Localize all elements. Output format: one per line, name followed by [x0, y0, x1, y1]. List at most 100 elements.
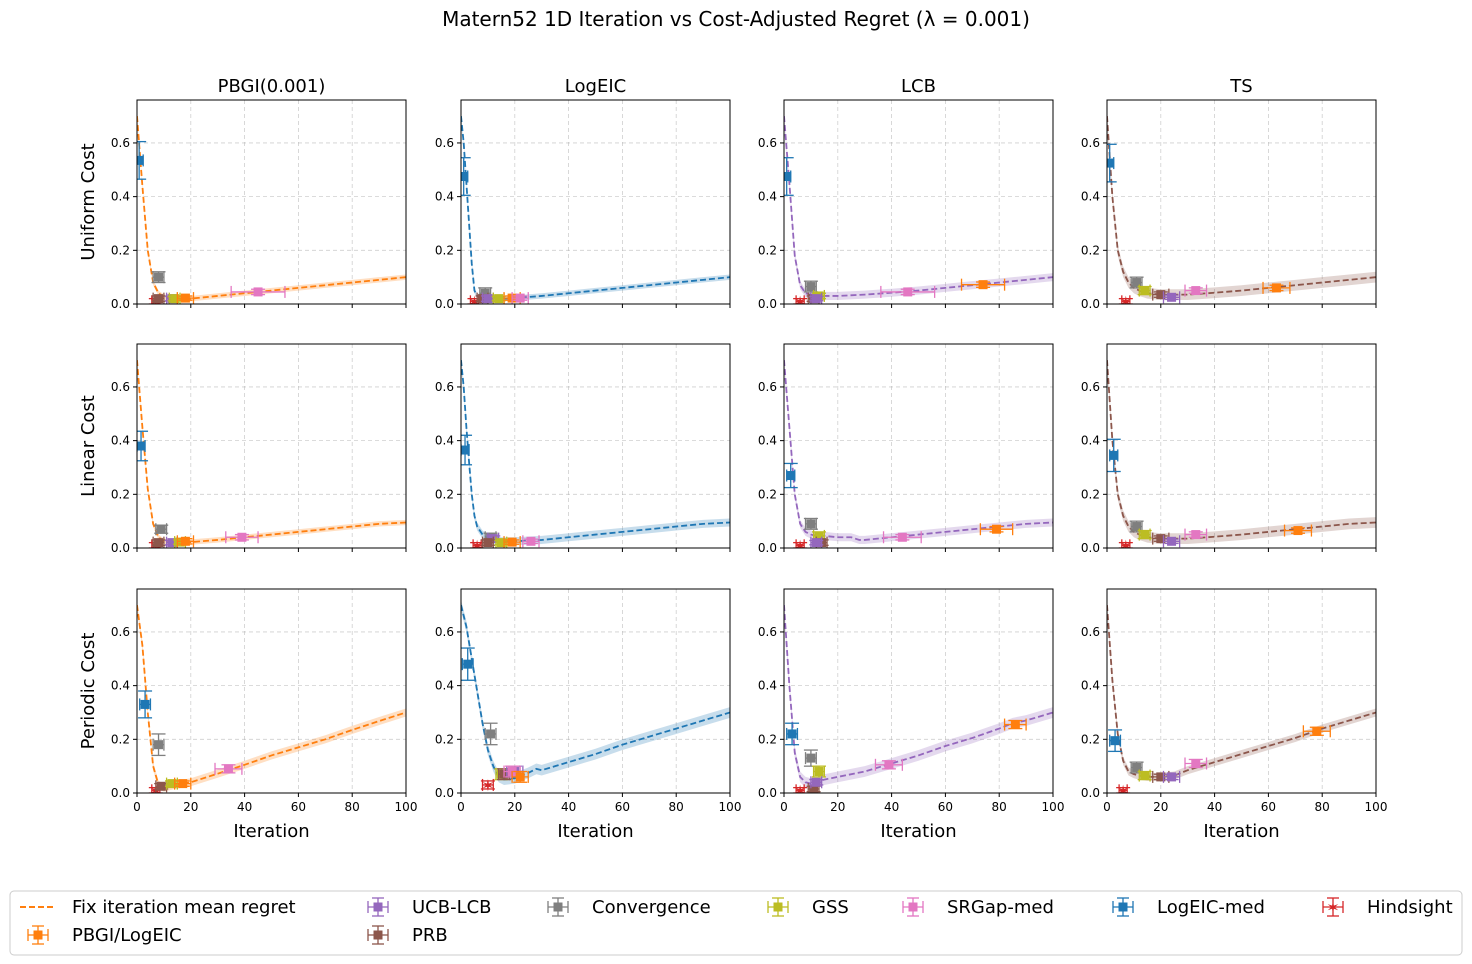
- svg-text:✶: ✶: [1119, 536, 1132, 555]
- stopper-point: [1283, 524, 1313, 537]
- x-tick-label: 80: [345, 800, 360, 814]
- legend-entry: Fix iteration mean regret: [20, 897, 296, 918]
- regret-band: [137, 113, 406, 302]
- plot-area: ✶: [784, 356, 1053, 555]
- legend-entry: Convergence: [547, 897, 711, 918]
- stopper-point: [809, 776, 824, 789]
- stopper-point: [483, 722, 498, 746]
- y-tick-label: 0.2: [758, 487, 777, 501]
- y-tick-label: 0.6: [758, 625, 777, 639]
- mean-regret-line: [137, 116, 406, 301]
- y-tick-label: 0.6: [1081, 136, 1100, 150]
- x-tick-label: 40: [237, 800, 252, 814]
- x-axis-label: Iteration: [233, 821, 309, 842]
- legend-entry: SRGap-med: [902, 897, 1054, 918]
- stopper-point: [809, 292, 824, 304]
- stopper-point: ✶: [793, 292, 808, 304]
- regret-band: [784, 356, 1053, 544]
- stopper-point: [137, 140, 147, 180]
- axes-frame: [136, 99, 407, 305]
- stopper-point: [1137, 769, 1152, 782]
- subplot-1-2: ✶ 0.0 0.2 0.4 0.6: [758, 343, 1054, 555]
- regret-band: [137, 601, 406, 792]
- y-tick-label: 0.0: [1081, 297, 1100, 311]
- y-tick-label: 0.6: [758, 136, 777, 150]
- x-tick-label: 100: [719, 800, 742, 814]
- stopper-point: [176, 292, 195, 304]
- stopper-point: [1162, 291, 1181, 304]
- plot-area: ✶: [461, 599, 730, 793]
- y-tick-label: 0.2: [1081, 487, 1100, 501]
- x-tick-label: 0: [133, 800, 141, 814]
- y-tick-label: 0.2: [758, 243, 777, 257]
- y-tick-label: 0.6: [435, 136, 454, 150]
- axes-frame: [1106, 343, 1377, 549]
- plot-area: ✶: [784, 599, 1053, 800]
- y-tick-label: 0.0: [758, 786, 777, 800]
- stopper-point: [1107, 143, 1117, 183]
- regret-band: [461, 356, 730, 546]
- stopper-point: [784, 157, 794, 196]
- x-tick-label: 100: [1042, 800, 1065, 814]
- stopper-point: [785, 722, 800, 746]
- subplot-0-1: ✶ 0.0 0.2 0.4 0.6: [435, 99, 731, 311]
- column-title: PBGI(0.001): [218, 76, 326, 97]
- axes-frame: [460, 343, 731, 549]
- x-tick-label: 60: [1261, 800, 1276, 814]
- y-tick-label: 0.6: [1081, 380, 1100, 394]
- x-tick-label: 80: [669, 800, 684, 814]
- stopper-point: [461, 157, 471, 196]
- stopper-point: [1129, 520, 1144, 533]
- axes-frame: [460, 588, 731, 794]
- y-tick-label: 0.4: [111, 190, 130, 204]
- x-tick-label: 20: [1153, 800, 1168, 814]
- legend-label: Convergence: [592, 897, 711, 918]
- y-tick-label: 0.6: [1081, 625, 1100, 639]
- subplot-2-3: ✶ 0 20 40 60 80 100 0.0 0.2 0.4 0.6 Iteration: [1081, 588, 1387, 842]
- stopper-point: [1162, 535, 1181, 548]
- y-tick-label: 0.4: [758, 679, 777, 693]
- x-tick-label: 100: [395, 800, 418, 814]
- mean-regret-line: [137, 360, 406, 544]
- regret-band: [784, 599, 1053, 789]
- stopper-point: ✶: [793, 536, 808, 555]
- svg-text:✶: ✶: [793, 781, 806, 800]
- y-tick-label: 0.4: [435, 679, 454, 693]
- y-tick-label: 0.4: [1081, 679, 1100, 693]
- regret-band: [461, 113, 730, 302]
- plot-area: ✶: [461, 356, 730, 548]
- y-tick-label: 0.0: [111, 541, 130, 555]
- svg-text:✶: ✶: [793, 536, 806, 555]
- x-tick-label: 0: [780, 800, 788, 814]
- regret-band: [784, 112, 1053, 300]
- plot-area: ✶: [137, 357, 406, 548]
- row-label: Linear Cost: [78, 395, 99, 497]
- legend-label: UCB-LCB: [412, 897, 492, 918]
- y-tick-label: 0.4: [758, 434, 777, 448]
- plot-area: ✶: [137, 113, 406, 304]
- y-tick-label: 0.0: [435, 541, 454, 555]
- stopper-point: [138, 690, 153, 719]
- stopper-point: ✶: [1116, 781, 1131, 793]
- stopper-point: [511, 770, 529, 783]
- legend-entry: PRB: [367, 925, 448, 946]
- y-tick-label: 0.0: [435, 786, 454, 800]
- subplot-grid: ✶0.00.20.40.6✶0.00.20.40.6✶0.00.20.40.6✶…: [111, 99, 1387, 842]
- stopper-point: [480, 536, 495, 548]
- y-tick-label: 0.6: [111, 136, 130, 150]
- plot-area: ✶: [1107, 354, 1376, 555]
- y-tick-label: 0.4: [1081, 434, 1100, 448]
- y-tick-label: 0.0: [111, 786, 130, 800]
- legend-label: SRGap-med: [947, 897, 1054, 918]
- subplot-1-0: ✶ 0.0 0.2 0.4 0.6: [111, 343, 407, 555]
- mean-regret-line: [784, 605, 1053, 785]
- stopper-point: [1108, 729, 1123, 753]
- y-tick-label: 0.4: [1081, 190, 1100, 204]
- regret-band: [461, 599, 730, 785]
- stopper-point: [979, 523, 1014, 536]
- stopper-point: [1184, 757, 1208, 770]
- y-tick-label: 0.2: [111, 487, 130, 501]
- mean-regret-line: [461, 360, 730, 543]
- legend-entry: LogEIC-med: [1112, 897, 1265, 918]
